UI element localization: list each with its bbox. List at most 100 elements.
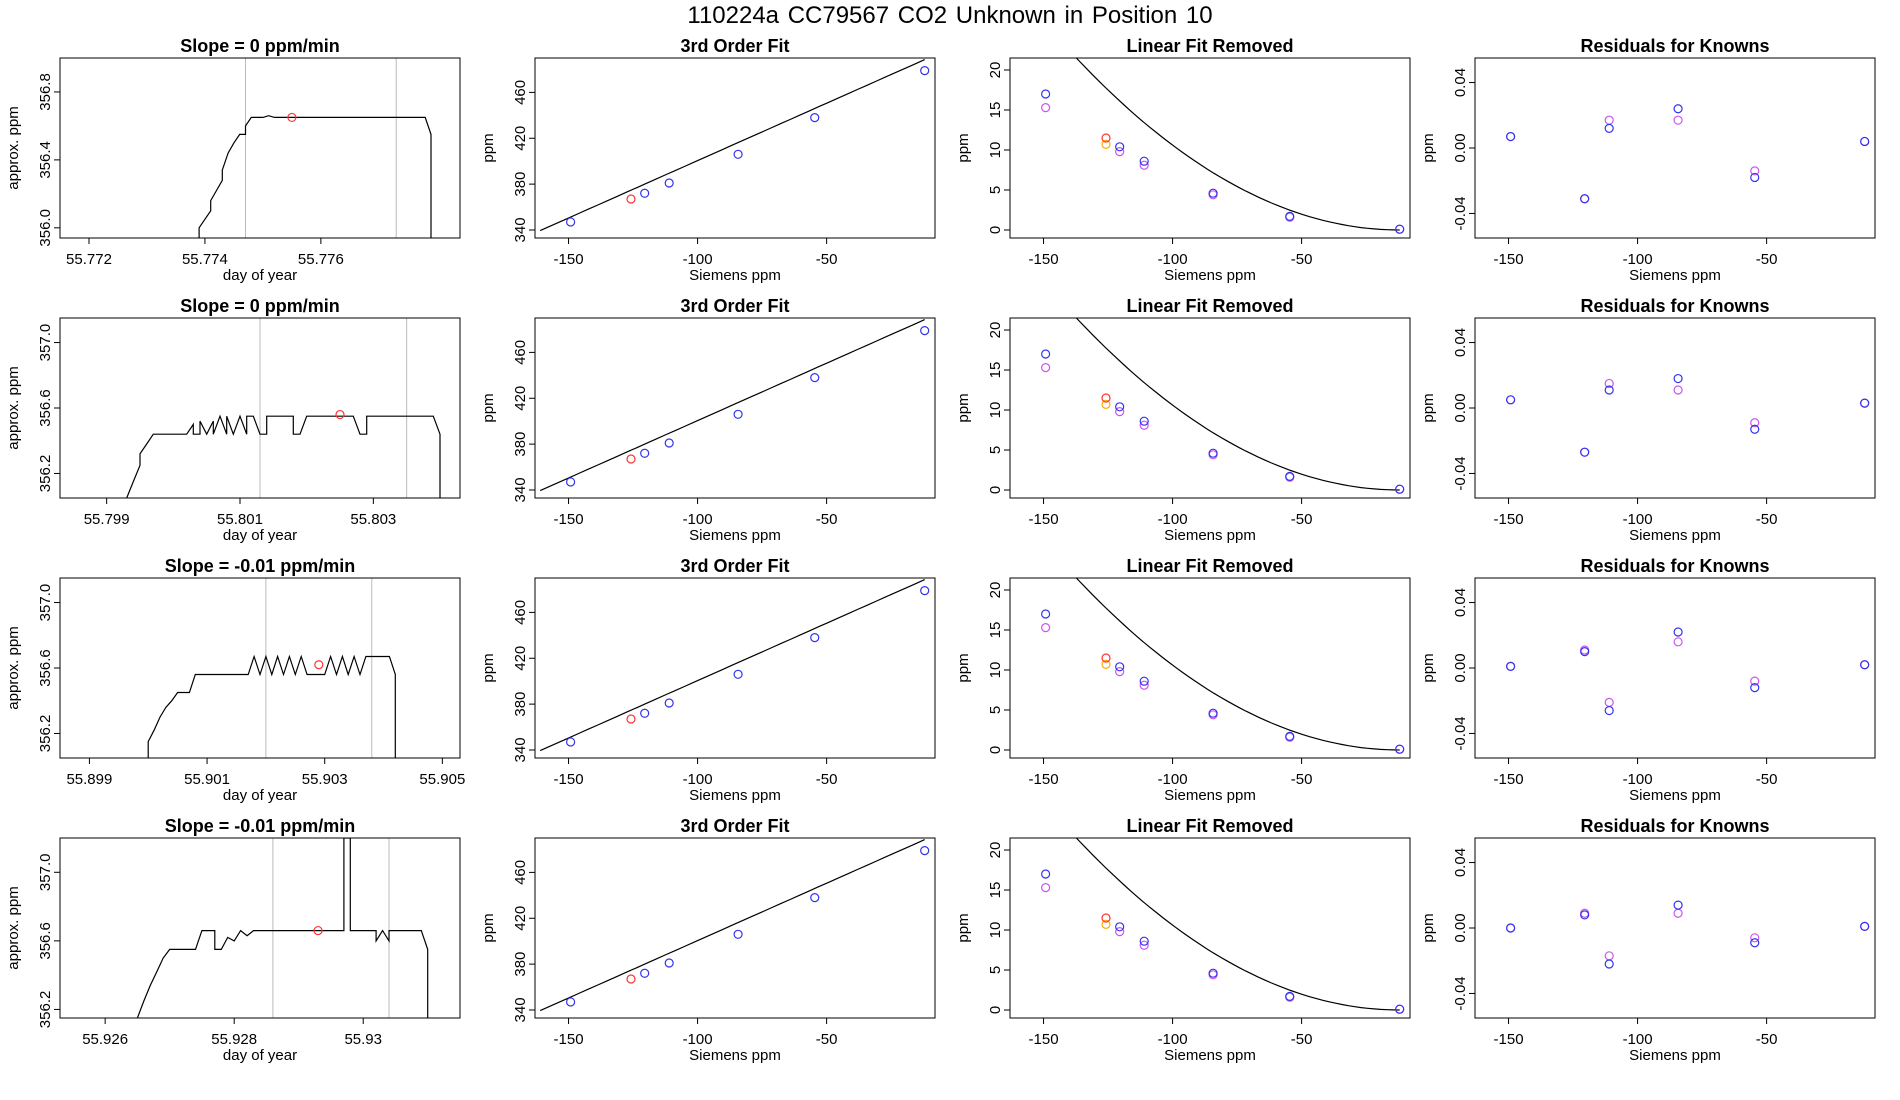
y-tick-label: 380	[512, 172, 529, 197]
known-point	[1395, 224, 1405, 234]
known-point-alt	[1750, 933, 1760, 943]
known-point	[1041, 869, 1051, 879]
panel-title: Linear Fit Removed	[1126, 556, 1293, 576]
known-point-alt	[1673, 385, 1683, 395]
known-point	[1506, 923, 1516, 933]
panel-3-4: Residuals for Knowns -150 -100 -50 -0.04 0.00…	[1420, 556, 1876, 804]
known-point	[566, 737, 576, 747]
y-tick-label: 356.2	[37, 455, 54, 493]
known-point	[920, 586, 930, 596]
known-point	[664, 438, 674, 448]
known-point	[1139, 156, 1149, 166]
unknown-point	[626, 194, 636, 204]
known-point	[1580, 647, 1590, 657]
plot-frame	[1474, 57, 1876, 239]
panel-2-3: Linear Fit Removed -150 -100 -50 0 5 10 15 20 Sie…	[955, 296, 1411, 544]
panel-title: 3rd Order Fit	[680, 816, 789, 836]
x-tick-label: 55.905	[419, 771, 465, 788]
x-tick-label: -100	[1623, 1031, 1653, 1048]
panel-title: 3rd Order Fit	[680, 556, 789, 576]
known-point	[1580, 447, 1590, 457]
data-layer	[539, 319, 930, 492]
data-layer	[198, 112, 432, 238]
y-axis-label: approx. ppm	[5, 366, 22, 449]
y-tick-label: 10	[987, 142, 1004, 159]
unknown-point-alt	[1101, 139, 1111, 149]
x-tick-label: -100	[1158, 251, 1188, 268]
known-point	[640, 188, 650, 198]
fit-curve	[539, 59, 925, 232]
x-tick-label: 55.799	[84, 511, 130, 528]
data-layer	[126, 409, 441, 498]
y-tick-label: 0	[987, 226, 1004, 234]
y-tick-label: 5	[987, 706, 1004, 714]
y-tick-label: 20	[987, 842, 1004, 859]
x-tick-label: -100	[1623, 251, 1653, 268]
known-point	[664, 178, 674, 188]
y-tick-label: 10	[987, 922, 1004, 939]
known-point	[566, 217, 576, 227]
y-tick-label: 10	[987, 402, 1004, 419]
x-tick-label: -50	[1756, 771, 1778, 788]
series-line	[147, 654, 396, 758]
y-axis-label: approx. ppm	[5, 626, 22, 709]
y-tick-label: -0.04	[1452, 716, 1469, 750]
y-tick-label: 15	[987, 622, 1004, 639]
x-tick-label: -50	[816, 771, 838, 788]
y-axis-label: ppm	[1420, 133, 1437, 162]
y-tick-label: 0.04	[1452, 68, 1469, 97]
y-tick-label: 0.04	[1452, 328, 1469, 357]
y-axis-label: ppm	[480, 133, 497, 162]
data-layer	[539, 839, 930, 1012]
x-axis-label: Siemens ppm	[689, 787, 781, 804]
known-point	[1506, 395, 1516, 405]
y-tick-label: 356.8	[37, 73, 54, 111]
panel-4-4: Residuals for Knowns -150 -100 -50 -0.04 0.00…	[1420, 816, 1876, 1064]
known-point	[1604, 959, 1614, 969]
plot-frame	[1474, 317, 1876, 499]
panel-3-1: Slope = -0.01 ppm/min 55.899 55.901 55.903 5…	[5, 556, 465, 804]
known-point	[733, 149, 743, 159]
known-point-alt	[1604, 697, 1614, 707]
panel-title: Residuals for Knowns	[1580, 36, 1769, 56]
panel-title: Slope = 0 ppm/min	[180, 296, 340, 316]
x-tick-label: -100	[683, 771, 713, 788]
known-point	[1395, 744, 1405, 754]
known-point	[810, 633, 820, 643]
x-tick-label: -100	[1158, 1031, 1188, 1048]
y-axis-label: ppm	[480, 393, 497, 422]
x-axis-label: Siemens ppm	[1164, 787, 1256, 804]
y-axis-label: ppm	[955, 393, 972, 422]
y-tick-label: 5	[987, 186, 1004, 194]
y-tick-label: 356.2	[37, 715, 54, 753]
x-tick-label: -100	[683, 1031, 713, 1048]
plot-frame	[1009, 837, 1411, 1019]
known-point-alt	[1139, 940, 1149, 950]
fit-curve	[1075, 318, 1400, 491]
x-axis-label: Siemens ppm	[689, 267, 781, 284]
known-point-alt	[1673, 637, 1683, 647]
x-axis-label: Siemens ppm	[1164, 1047, 1256, 1064]
y-axis-label: approx. ppm	[5, 886, 22, 969]
unknown-point	[287, 112, 297, 123]
x-tick-label: -100	[1623, 771, 1653, 788]
y-tick-label: 420	[512, 906, 529, 931]
unknown-point	[626, 714, 636, 724]
known-point	[920, 66, 930, 76]
y-tick-label: 340	[512, 217, 529, 242]
x-tick-label: -150	[554, 771, 584, 788]
known-point	[1041, 349, 1051, 359]
y-tick-label: 10	[987, 662, 1004, 679]
panel-4-2: 3rd Order Fit -150 -100 -50 340 380 420 460 Siem…	[480, 816, 936, 1064]
known-point-alt	[1750, 418, 1760, 428]
y-tick-label: 356.6	[37, 389, 54, 427]
x-tick-label: -50	[816, 251, 838, 268]
known-point	[1285, 991, 1295, 1002]
y-tick-label: 420	[512, 386, 529, 411]
unknown-point	[314, 660, 324, 670]
x-tick-label: -100	[683, 511, 713, 528]
data-layer	[1041, 578, 1405, 754]
x-tick-label: 55.776	[298, 251, 344, 268]
x-tick-label: 55.774	[182, 251, 228, 268]
